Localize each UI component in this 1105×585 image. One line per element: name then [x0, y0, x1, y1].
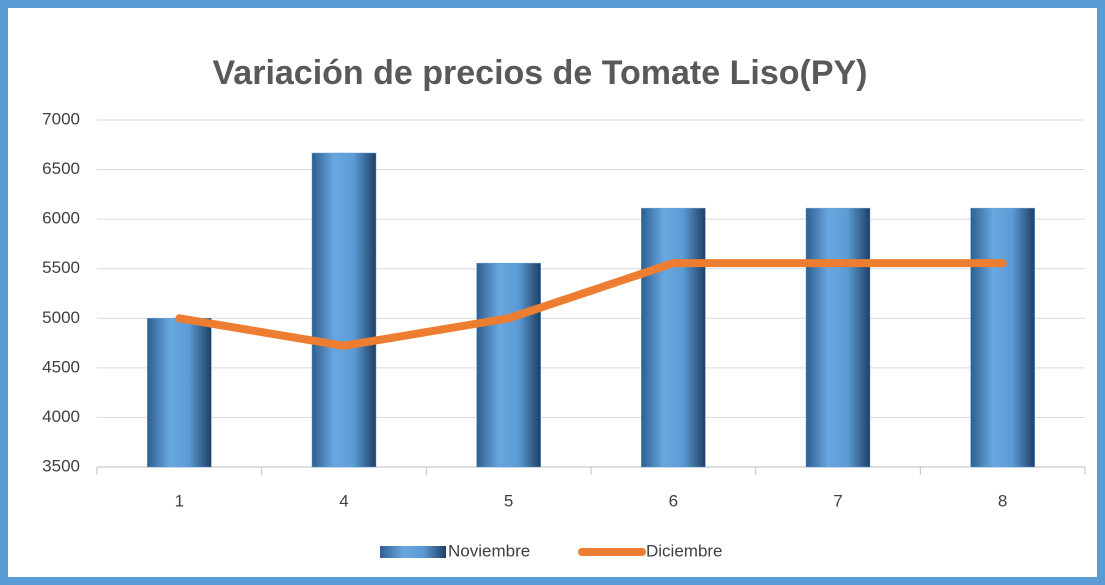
y-tick-label: 7000 [42, 109, 80, 128]
legend-label: Noviembre [448, 541, 530, 560]
bar [476, 262, 541, 468]
bar [641, 207, 706, 468]
x-tick-label: 4 [339, 491, 348, 510]
y-tick-label: 5500 [42, 258, 80, 277]
y-tick-label: 6500 [42, 159, 80, 178]
bar [311, 152, 377, 468]
bar [147, 318, 212, 468]
line [175, 259, 1007, 350]
bar [805, 207, 871, 468]
y-tick-label: 6000 [42, 209, 80, 228]
legend-label: Diciembre [646, 541, 723, 560]
x-tick-label: 7 [833, 491, 842, 510]
chart-title: Variación de precios de Tomate Liso(PY) [213, 54, 868, 92]
x-tick-label: 1 [175, 491, 184, 510]
x-tick-label: 8 [998, 491, 1007, 510]
legend-swatch [380, 546, 446, 558]
y-tick-label: 3500 [42, 456, 80, 475]
y-tick-label: 4000 [42, 407, 80, 426]
bar [970, 207, 1035, 468]
y-tick-label: 4500 [42, 357, 80, 376]
x-tick-label: 5 [504, 491, 513, 510]
x-tick-label: 6 [669, 491, 678, 510]
y-tick-label: 5000 [42, 308, 80, 327]
